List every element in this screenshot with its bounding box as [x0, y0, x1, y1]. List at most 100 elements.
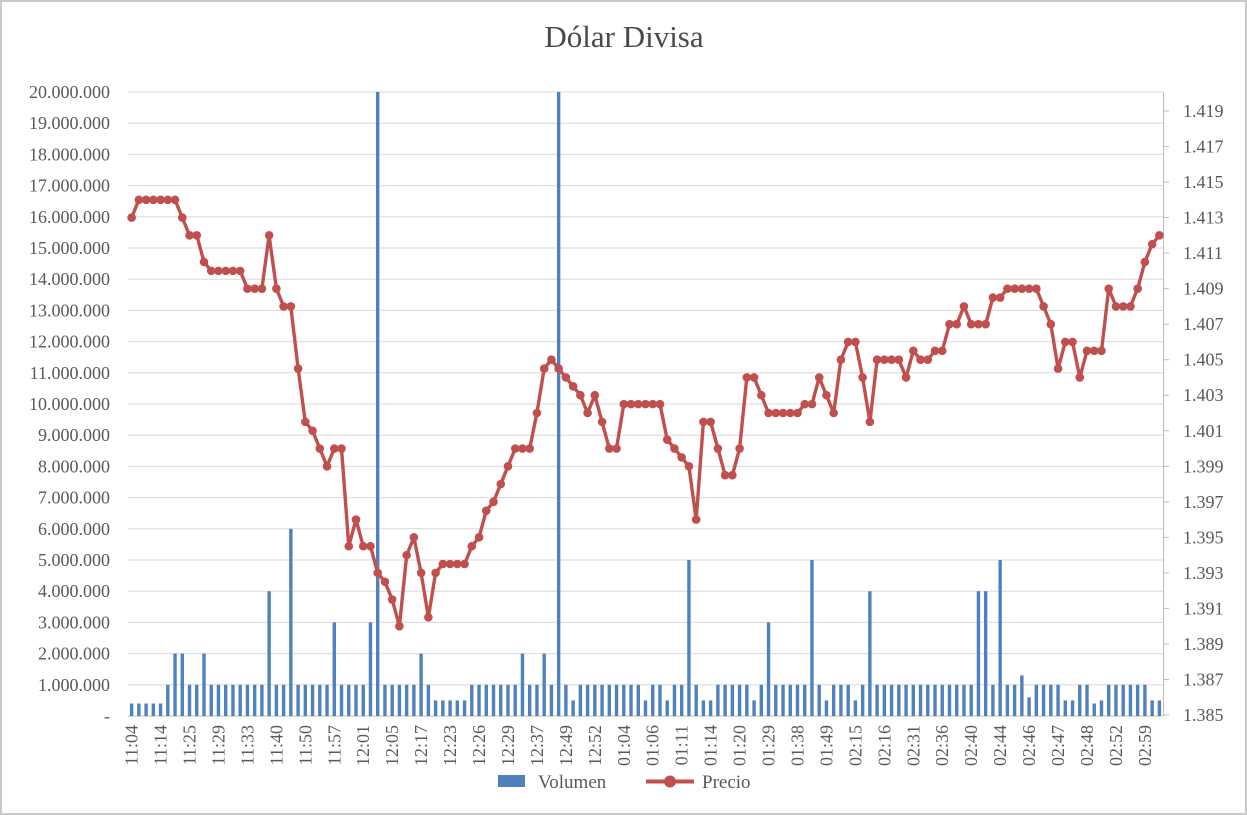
price-point-marker: [814, 373, 824, 382]
price-point-marker: [887, 355, 896, 365]
volume-bar: [137, 703, 141, 716]
price-point-marker: [561, 373, 571, 382]
price-point-marker: [720, 470, 730, 480]
price-point-marker: [185, 231, 194, 240]
volume-bar: [947, 684, 952, 716]
volume-bar: [940, 684, 944, 716]
volume-bar: [839, 684, 843, 716]
price-point-marker: [206, 266, 216, 276]
left-axis-tick-label: 2.000.000: [38, 644, 110, 664]
right-axis-tick-label: 1.401: [1183, 421, 1224, 441]
volume-bar: [926, 684, 930, 716]
price-point-marker: [134, 195, 144, 205]
price-point-marker: [431, 568, 440, 578]
price-point-marker: [525, 444, 534, 453]
price-point-marker: [901, 373, 911, 382]
price-point-marker: [243, 284, 252, 293]
x-axis-tick-label: 12:49: [556, 725, 576, 766]
volume-bar: [803, 684, 807, 716]
volume-bar: [499, 684, 503, 716]
volume-bar: [687, 560, 691, 716]
legend-precio-marker: [664, 775, 676, 788]
price-point-marker: [872, 355, 882, 365]
volume-bar: [665, 700, 669, 716]
volume-bar: [354, 684, 358, 716]
price-point-marker: [583, 408, 592, 418]
volume-bar: [1114, 684, 1118, 716]
right-axis-tick-label: 1.417: [1183, 137, 1224, 157]
price-point-marker: [648, 399, 658, 409]
volume-bar: [607, 684, 612, 716]
price-point-marker: [626, 399, 636, 409]
volume-bar: [860, 684, 865, 716]
left-axis-tick-label: 16.000.000: [29, 207, 110, 227]
price-point-marker: [952, 319, 962, 329]
volume-bar: [629, 684, 633, 716]
volume-bar: [1070, 700, 1075, 716]
price-point-marker: [771, 408, 781, 418]
left-axis-tick-label: 18.000.000: [29, 144, 110, 164]
price-point-marker: [344, 541, 354, 551]
price-point-marker: [149, 195, 158, 205]
left-axis-tick-label: 8.000.000: [38, 456, 110, 476]
price-point-marker: [424, 612, 433, 622]
price-point-marker: [988, 293, 998, 302]
volume-bar: [202, 653, 206, 716]
price-point-marker: [409, 533, 419, 542]
volume-bar: [491, 684, 496, 716]
x-axis-tick-label: 02:31: [903, 725, 923, 766]
price-point-marker: [141, 195, 151, 205]
price-point-marker: [467, 541, 477, 551]
chart-title: Dólar Divisa: [544, 19, 704, 54]
price-point-marker: [329, 444, 339, 453]
left-axis-tick-label: 19.000.000: [29, 113, 110, 133]
volume-bar: [679, 684, 684, 716]
price-point-marker: [170, 195, 180, 205]
left-axis-tick-label: 7.000.000: [38, 488, 110, 508]
volume-bar: [245, 684, 250, 716]
right-axis-tick-label: 1.395: [1183, 527, 1224, 547]
x-axis-tick-label: 12:29: [498, 725, 518, 766]
volume-bar: [882, 684, 887, 716]
volume-bar: [868, 591, 872, 716]
price-point-marker: [851, 337, 860, 347]
volume-bar: [933, 684, 937, 716]
volume-bar: [745, 684, 749, 716]
price-point-marker: [358, 541, 368, 551]
price-point-marker: [793, 408, 802, 418]
price-point-marker: [279, 302, 288, 311]
volume-bar: [831, 684, 836, 716]
right-axis-tick-label: 1.393: [1183, 563, 1224, 583]
left-axis-tick-label: -: [104, 706, 110, 726]
volume-bar: [969, 684, 973, 716]
price-point-marker: [1032, 284, 1041, 293]
volume-bar: [1157, 700, 1162, 716]
volume-bar: [1027, 697, 1031, 716]
price-point-marker: [858, 373, 867, 382]
x-axis-tick-label: 02:52: [1106, 725, 1126, 766]
volume-bar: [368, 622, 373, 716]
volume-bar: [433, 700, 438, 716]
volume-bar: [730, 684, 735, 716]
price-point-marker: [489, 497, 498, 507]
volume-bar: [1034, 684, 1039, 716]
volume-bar: [1085, 684, 1089, 716]
price-point-marker: [250, 284, 259, 293]
price-point-marker: [735, 444, 744, 453]
volume-bar: [195, 684, 199, 716]
volume-bar: [274, 684, 279, 716]
price-point-marker: [1155, 231, 1164, 240]
volume-bar: [296, 684, 300, 716]
volume-bar: [462, 700, 467, 716]
price-point-marker: [757, 390, 766, 400]
x-axis-tick-label: 12:17: [411, 725, 431, 766]
volume-bar: [361, 684, 365, 716]
left-axis-tick-label: 11.000.000: [30, 363, 110, 383]
volume-bar: [998, 560, 1002, 716]
volume-bar: [318, 684, 322, 716]
volume-bar: [173, 653, 177, 716]
volume-bar: [911, 684, 915, 716]
x-axis-tick-label: 11:14: [151, 725, 171, 765]
